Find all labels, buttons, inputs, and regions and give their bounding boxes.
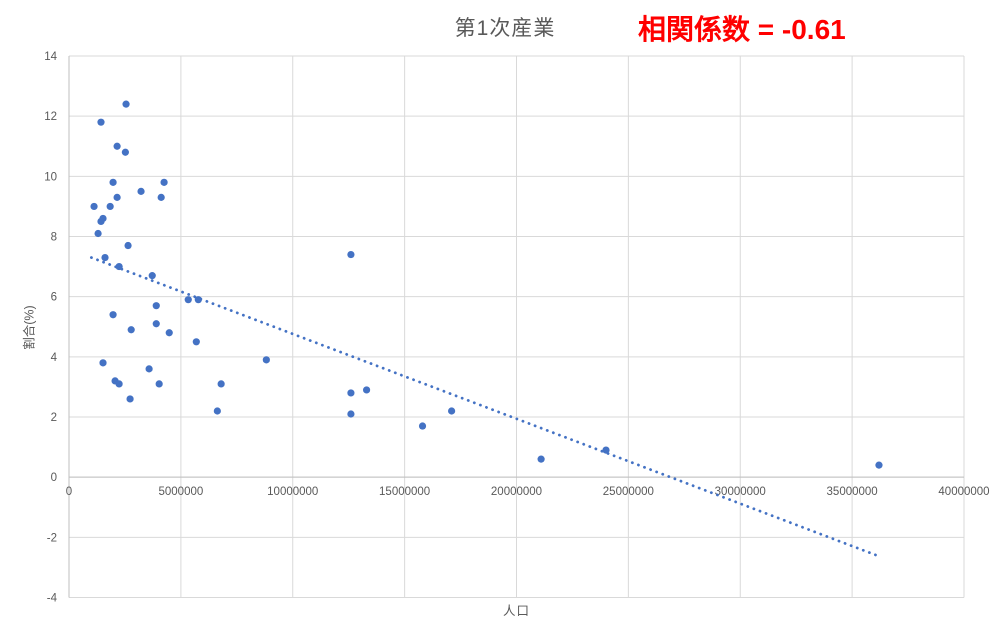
y-tick-label: 6: [51, 292, 57, 304]
data-point[interactable]: [217, 380, 225, 388]
data-point[interactable]: [160, 178, 168, 186]
data-point[interactable]: [184, 296, 192, 304]
x-tick-label: 35000000: [827, 486, 878, 498]
x-tick-label: 40000000: [938, 486, 989, 498]
x-tick-label: 25000000: [603, 486, 654, 498]
data-point[interactable]: [101, 253, 109, 262]
x-axis-title: 人口: [502, 604, 530, 618]
data-point[interactable]: [115, 380, 123, 388]
data-point[interactable]: [145, 365, 153, 373]
data-point[interactable]: [124, 241, 132, 250]
correlation-annotation: 相関係数 = -0.61: [638, 14, 846, 45]
data-point[interactable]: [126, 395, 134, 403]
y-tick-label: 14: [44, 51, 57, 63]
data-point[interactable]: [262, 356, 270, 364]
data-point[interactable]: [152, 320, 160, 328]
x-tick-label: 10000000: [267, 486, 318, 498]
y-tick-label: -4: [47, 593, 58, 605]
data-point[interactable]: [448, 407, 456, 415]
data-point[interactable]: [90, 202, 98, 211]
x-tick-label: 15000000: [379, 486, 430, 498]
data-point[interactable]: [97, 217, 105, 226]
data-point[interactable]: [347, 250, 355, 259]
x-tick-label: 30000000: [715, 486, 766, 498]
data-point[interactable]: [192, 338, 200, 346]
data-point[interactable]: [347, 410, 355, 418]
data-point[interactable]: [602, 446, 610, 454]
x-tick-label: 5000000: [158, 486, 203, 498]
data-point[interactable]: [155, 380, 163, 388]
data-point[interactable]: [99, 359, 107, 367]
data-point[interactable]: [122, 100, 130, 108]
data-point[interactable]: [875, 461, 883, 469]
data-point[interactable]: [213, 407, 221, 415]
data-point[interactable]: [418, 422, 427, 430]
data-point[interactable]: [148, 272, 156, 280]
y-tick-label: 12: [44, 111, 57, 123]
data-point[interactable]: [152, 302, 160, 310]
data-point[interactable]: [97, 118, 105, 126]
y-tick-label: 4: [51, 352, 58, 364]
data-point[interactable]: [194, 296, 202, 304]
y-tick-label: 2: [51, 412, 57, 424]
data-point[interactable]: [94, 229, 102, 238]
data-point[interactable]: [127, 326, 135, 334]
data-point[interactable]: [109, 311, 117, 319]
data-point[interactable]: [347, 389, 355, 397]
y-tick-label: 10: [44, 171, 57, 183]
data-point[interactable]: [109, 178, 117, 186]
y-tick-label: 8: [51, 232, 57, 244]
y-tick-label: 0: [51, 472, 57, 484]
data-point[interactable]: [165, 329, 173, 337]
data-point[interactable]: [115, 262, 123, 271]
x-tick-label: 20000000: [491, 486, 542, 498]
data-point[interactable]: [113, 142, 121, 150]
data-point[interactable]: [106, 202, 114, 211]
trendline: [89, 256, 879, 557]
data-point[interactable]: [121, 148, 129, 156]
data-point[interactable]: [157, 193, 165, 201]
data-point[interactable]: [362, 386, 371, 394]
y-tick-label: -2: [47, 532, 57, 544]
data-point[interactable]: [113, 193, 121, 201]
chart-title: 第1次産業: [454, 17, 556, 40]
data-point[interactable]: [137, 187, 145, 195]
y-axis-title: 割合(%): [22, 305, 37, 350]
x-tick-label: 0: [66, 486, 72, 498]
data-point[interactable]: [537, 455, 545, 463]
